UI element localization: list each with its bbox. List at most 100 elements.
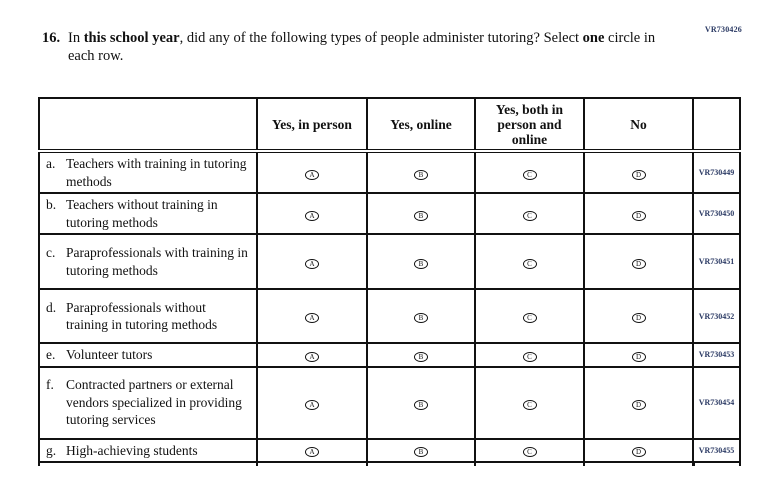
row-label-cell: a. Teachers with training in tutoring met…: [38, 150, 258, 194]
answer-circle-d[interactable]: D: [631, 351, 646, 362]
answer-cell-no: D: [583, 192, 694, 235]
answer-cell-yes-in-person: A: [256, 437, 368, 463]
answer-cell-yes-both: C: [474, 192, 585, 235]
answer-cell-yes-online: B: [366, 342, 476, 368]
row-letter: b.: [46, 197, 57, 212]
answer-circle-d[interactable]: D: [631, 399, 646, 410]
table-row-high-achieving-students: g. High-achieving students A B C D VR7304…: [38, 437, 741, 463]
answer-cell-yes-both: C: [474, 342, 585, 368]
header-no: No: [583, 97, 694, 153]
row-label-cell: g. High-achieving students: [38, 437, 258, 463]
answer-cell-yes-both: C: [474, 437, 585, 463]
answer-circle-b[interactable]: B: [414, 399, 428, 410]
answer-cell-yes-online: B: [366, 150, 476, 194]
form-code: VR730426: [704, 25, 742, 34]
response-matrix-table: Yes, in person Yes, online Yes, both in …: [38, 97, 741, 466]
answer-circle-c[interactable]: C: [522, 169, 537, 180]
answer-cell-no: D: [583, 233, 694, 290]
answer-cell-yes-online: B: [366, 192, 476, 235]
row-label: Teachers with training in tutoring metho…: [66, 156, 247, 189]
table-row-teachers-with-training: a. Teachers with training in tutoring met…: [38, 150, 741, 194]
answer-circle-b[interactable]: B: [414, 258, 428, 269]
answer-circle-d[interactable]: D: [631, 447, 646, 458]
header-row: Yes, in person Yes, online Yes, both in …: [38, 97, 741, 153]
answer-circle-c[interactable]: C: [522, 351, 537, 362]
answer-circle-b[interactable]: B: [414, 447, 428, 458]
row-label: Paraprofessionals with training in tutor…: [66, 245, 248, 278]
answer-circle-c[interactable]: C: [522, 258, 537, 269]
table-row-contracted-partners: f. Contracted partners or external vendor…: [38, 365, 741, 440]
row-letter: d.: [46, 299, 57, 315]
header-yes-in-person: Yes, in person: [256, 97, 368, 153]
question-text-bold-school-year: this school year: [83, 30, 180, 46]
answer-circle-a[interactable]: A: [305, 258, 319, 269]
answer-circle-d[interactable]: D: [631, 210, 646, 221]
answer-circle-d[interactable]: D: [631, 313, 646, 323]
answer-cell-no: D: [583, 150, 694, 194]
row-label-cell: d. Paraprofessionals without training in …: [38, 288, 258, 344]
row-code: VR730455: [692, 437, 741, 463]
row-label-cell: e. Volunteer tutors: [38, 342, 258, 368]
answer-circle-d[interactable]: D: [631, 258, 646, 269]
row-letter: c.: [46, 245, 56, 260]
question-text: In this school year, did any of the foll…: [68, 30, 666, 65]
answer-cell-yes-in-person: A: [256, 288, 368, 344]
answer-cell-yes-both: C: [474, 150, 585, 194]
question-number: 16.: [42, 30, 61, 46]
answer-circle-a[interactable]: A: [305, 399, 319, 410]
answer-circle-d[interactable]: D: [631, 169, 646, 180]
answer-cell-no: D: [583, 437, 694, 463]
row-letter: e.: [46, 347, 56, 362]
answer-cell-yes-in-person: A: [256, 192, 368, 235]
table-row-paraprofessionals-with-training: c. Paraprofessionals with training in tut…: [38, 233, 741, 290]
answer-circle-c[interactable]: C: [522, 210, 537, 221]
answer-circle-a[interactable]: A: [305, 169, 319, 180]
row-letter: g.: [46, 442, 57, 458]
answer-circle-a[interactable]: A: [305, 351, 319, 362]
row-label-cell: f. Contracted partners or external vendor…: [38, 365, 258, 440]
answer-circle-b[interactable]: B: [414, 313, 428, 323]
header-yes-online: Yes, online: [366, 97, 476, 153]
answer-cell-no: D: [583, 365, 694, 440]
table-row-volunteer-tutors: e. Volunteer tutors A B C D VR730453: [38, 342, 741, 368]
answer-cell-yes-in-person: A: [256, 150, 368, 194]
row-label-cell: b. Teachers without training in tutoring …: [38, 192, 258, 235]
answer-circle-a[interactable]: A: [305, 313, 319, 323]
answer-cell-yes-both: C: [474, 365, 585, 440]
row-code: VR730453: [692, 342, 741, 368]
answer-circle-c[interactable]: C: [522, 399, 537, 410]
answer-circle-a[interactable]: A: [305, 210, 319, 221]
question-block: 16. In this school year, did any of the …: [42, 30, 666, 65]
answer-cell-yes-online: B: [366, 233, 476, 290]
answer-circle-c[interactable]: C: [522, 313, 537, 323]
answer-cell-yes-online: B: [366, 437, 476, 463]
question-text-pre: In: [68, 30, 84, 46]
table-cutoff-stub: [38, 462, 741, 466]
answer-circle-c[interactable]: C: [522, 447, 537, 458]
answer-circle-b[interactable]: B: [414, 210, 428, 221]
table-row-paraprofessionals-without-training: d. Paraprofessionals without training in …: [38, 288, 741, 344]
row-label: High-achieving students: [66, 442, 198, 458]
table-row-teachers-without-training: b. Teachers without training in tutoring …: [38, 192, 741, 235]
question-text-mid: , did any of the following types of peop…: [179, 30, 583, 46]
answer-cell-no: D: [583, 342, 694, 368]
row-label: Contracted partners or external vendors …: [66, 377, 242, 428]
row-label: Volunteer tutors: [66, 347, 153, 362]
header-code-blank: [692, 97, 741, 153]
question-text-bold-one: one: [582, 30, 605, 46]
row-code: VR730449: [692, 150, 741, 194]
row-label: Teachers without training in tutoring me…: [66, 197, 218, 230]
header-yes-both: Yes, both in person and online: [474, 97, 585, 153]
row-code: VR730452: [692, 288, 741, 344]
question-text-post: circle in each row.: [68, 30, 656, 64]
answer-circle-b[interactable]: B: [414, 351, 428, 362]
answer-circle-b[interactable]: B: [414, 169, 428, 180]
answer-cell-yes-in-person: A: [256, 342, 368, 368]
answer-cell-yes-both: C: [474, 288, 585, 344]
header-blank: [38, 97, 258, 153]
answer-cell-yes-in-person: A: [256, 365, 368, 440]
row-code: VR730454: [692, 365, 741, 440]
answer-circle-a[interactable]: A: [305, 447, 319, 458]
row-letter: a.: [46, 156, 56, 171]
